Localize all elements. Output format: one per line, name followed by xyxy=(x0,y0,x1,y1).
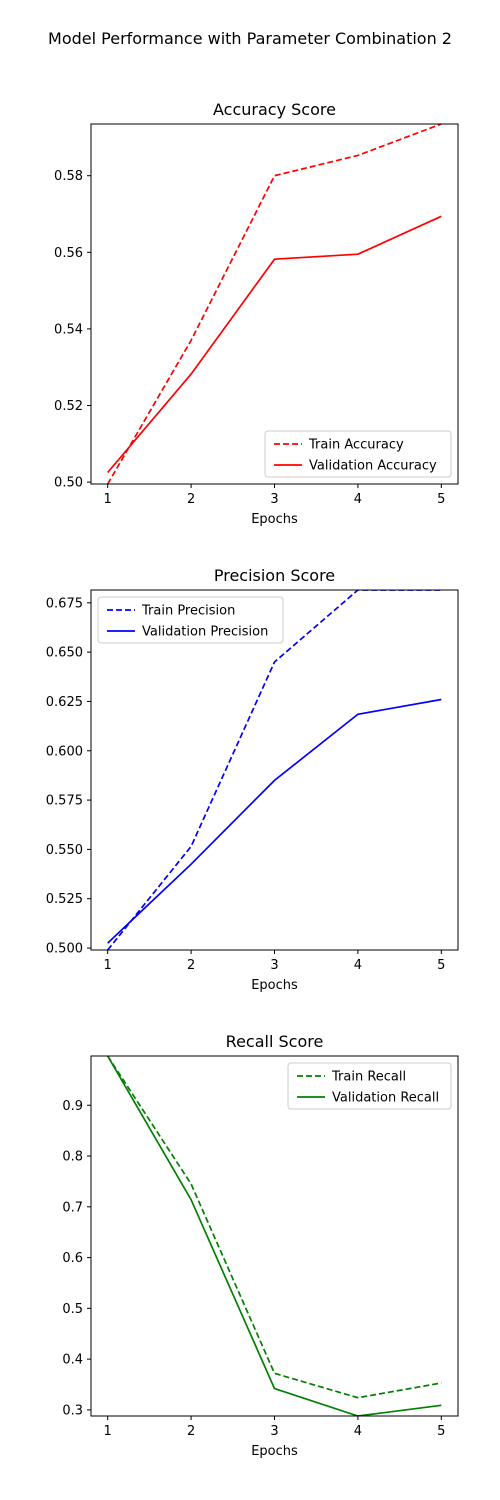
y-tick-label: 0.50 xyxy=(54,476,83,491)
x-tick-label: 4 xyxy=(354,1424,362,1439)
chart-panel-2: Precision Score 1 2 3 4 5 0.500 0.525 0.550 0.575… xyxy=(46,566,459,993)
y-tick-label: 0.58 xyxy=(54,169,83,184)
x-tick-label: 3 xyxy=(270,1424,278,1439)
legend-label: Validation Accuracy xyxy=(309,459,437,474)
legend: Train Precision Validation Precision xyxy=(97,596,284,644)
legend-label: Train Precision xyxy=(141,604,235,619)
legend-box xyxy=(264,430,452,478)
legend-label: Validation Precision xyxy=(142,625,268,640)
series-line-validation-precision xyxy=(107,698,442,944)
y-tick-label: 0.550 xyxy=(46,843,83,858)
y-tick-label: 0.56 xyxy=(54,246,83,261)
x-tick-label: 2 xyxy=(187,492,195,507)
y-tick-label: 0.9 xyxy=(62,1099,83,1114)
x-axis-label: Epochs xyxy=(251,978,298,993)
legend-label: Train Recall xyxy=(331,1070,406,1085)
y-tick-label: 0.600 xyxy=(46,744,83,759)
y-tick-label: 0.52 xyxy=(54,399,83,414)
y-tick-label: 0.500 xyxy=(46,942,83,957)
x-tick-label: 5 xyxy=(437,958,445,973)
chart-panel-3: Recall Score 1 2 3 4 5 0.3 0.4 0.5 0.6 0.7 0.8 0.9 Ep… xyxy=(62,1032,459,1459)
y-tick-label: 0.5 xyxy=(62,1302,83,1317)
legend-box xyxy=(97,596,284,644)
chart-title: Precision Score xyxy=(214,566,335,585)
legend: Train Accuracy Validation Accuracy xyxy=(264,430,452,478)
y-tick-label: 0.54 xyxy=(54,322,83,337)
plot-frame xyxy=(90,123,459,485)
legend: Train Recall Validation Recall xyxy=(287,1062,452,1110)
x-tick-label: 2 xyxy=(187,958,195,973)
y-tick-label: 0.8 xyxy=(62,1150,83,1165)
series-line-train-recall xyxy=(106,1056,442,1399)
y-tick-label: 0.7 xyxy=(62,1200,83,1215)
chart-title: Accuracy Score xyxy=(213,100,336,119)
y-tick-label: 0.675 xyxy=(46,596,83,611)
x-axis-label: Epochs xyxy=(251,1444,298,1459)
legend-box xyxy=(287,1062,452,1110)
plot-frame xyxy=(90,589,459,951)
x-tick-label: 5 xyxy=(437,1424,445,1439)
x-tick-label: 4 xyxy=(354,492,362,507)
legend-label: Validation Recall xyxy=(332,1091,439,1106)
y-tick-label: 0.650 xyxy=(46,646,83,661)
x-tick-label: 4 xyxy=(354,958,362,973)
plot-frame xyxy=(90,1055,459,1417)
x-tick-label: 1 xyxy=(104,1424,112,1439)
series-line-train-accuracy xyxy=(106,124,442,484)
y-tick-label: 0.625 xyxy=(46,695,83,710)
y-tick-label: 0.4 xyxy=(62,1353,83,1368)
legend-label: Train Accuracy xyxy=(308,438,404,453)
x-tick-label: 1 xyxy=(104,958,112,973)
y-tick-label: 0.525 xyxy=(46,892,83,907)
x-tick-label: 5 xyxy=(437,492,445,507)
series-line-validation-recall xyxy=(106,1056,442,1416)
chart-title: Recall Score xyxy=(226,1032,324,1051)
y-tick-label: 0.575 xyxy=(46,794,83,809)
chart-panel-1: Accuracy Score 1 2 3 4 5 0.50 0.52 0.54 0.56 0.58 E… xyxy=(54,100,459,527)
series-line-validation-accuracy xyxy=(107,215,442,474)
y-tick-label: 0.3 xyxy=(62,1403,83,1418)
x-axis-label: Epochs xyxy=(251,512,298,527)
y-tick-label: 0.6 xyxy=(62,1251,83,1266)
figure-title: Model Performance with Parameter Combina… xyxy=(48,29,452,48)
x-tick-label: 2 xyxy=(187,1424,195,1439)
series-line-train-precision xyxy=(107,590,442,950)
x-tick-label: 3 xyxy=(270,958,278,973)
x-tick-label: 1 xyxy=(104,492,112,507)
x-tick-label: 3 xyxy=(270,492,278,507)
